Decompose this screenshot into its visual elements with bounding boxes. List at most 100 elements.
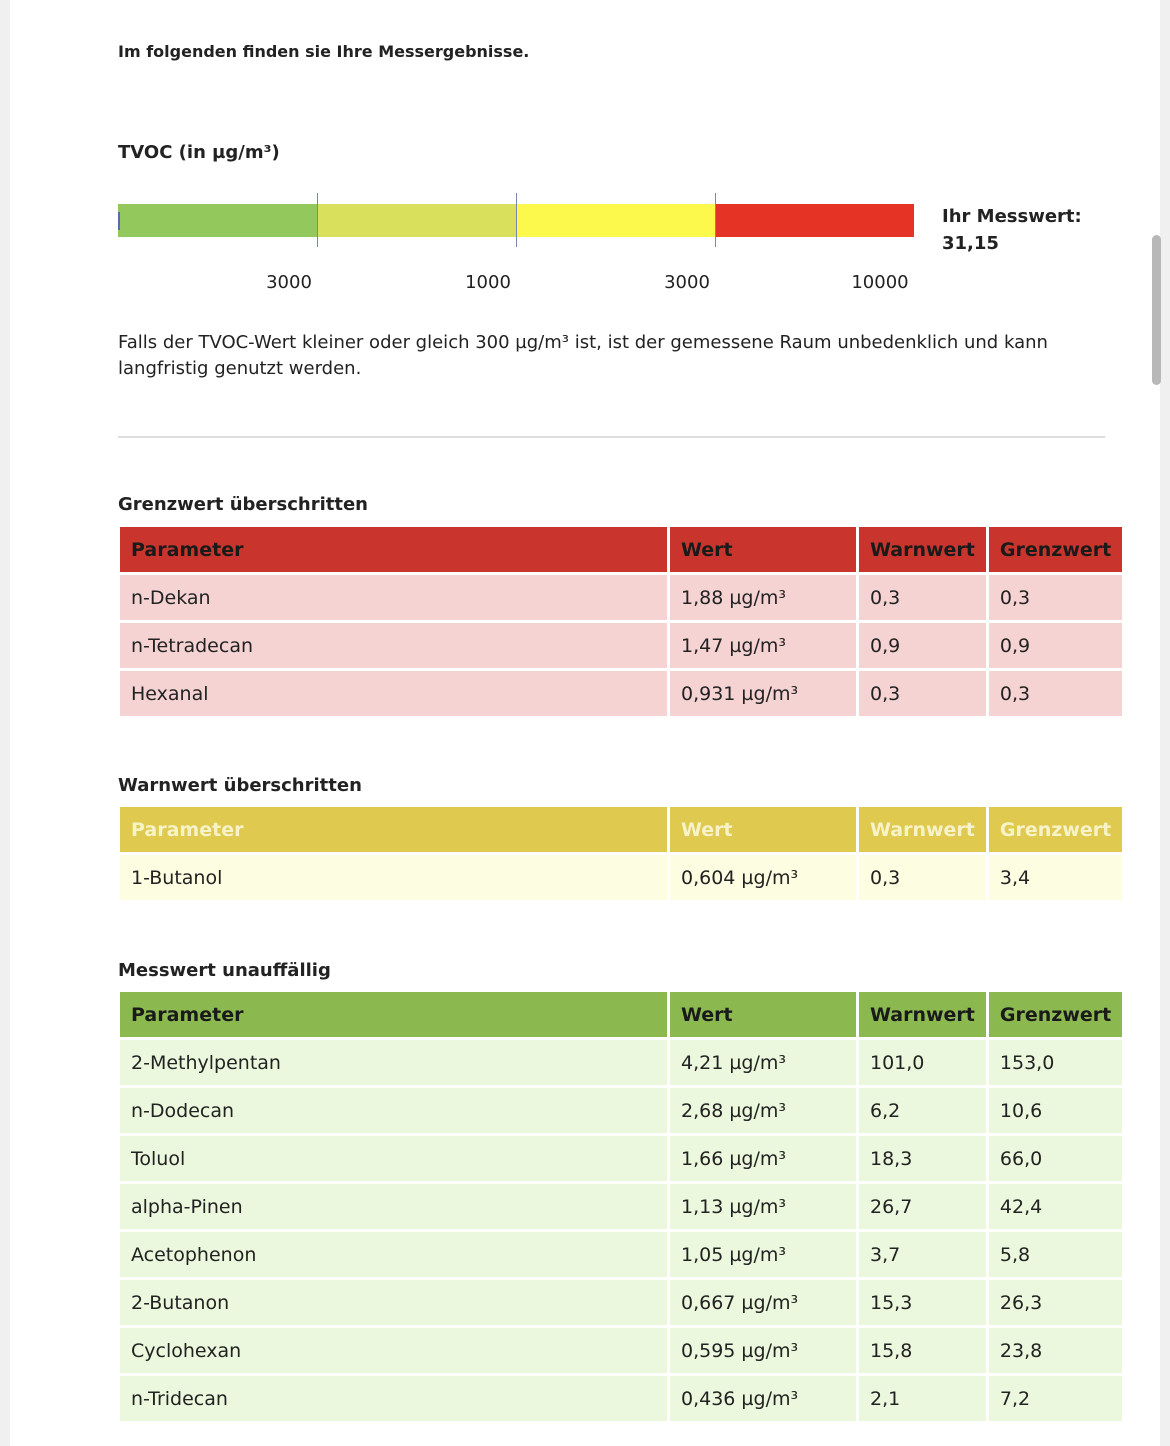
data-cell: 0,931 µg/m³ xyxy=(670,671,856,716)
data-row: Toluol 1,66 µg/m³ 18,3 66,0 xyxy=(120,1136,1123,1181)
header-cell: Parameter xyxy=(120,992,667,1037)
tvoc-title: TVOC (in µg/m³) xyxy=(118,142,280,163)
data-cell: Toluol xyxy=(120,1136,667,1181)
data-row: alpha-Pinen 1,13 µg/m³ 26,7 42,4 xyxy=(120,1184,1123,1229)
header-cell: Grenzwert xyxy=(988,992,1123,1037)
data-row: Acetophenon 1,05 µg/m³ 3,7 5,8 xyxy=(120,1232,1123,1277)
header-cell: Wert xyxy=(670,992,856,1037)
data-cell: n-Dekan xyxy=(120,575,667,620)
page-edge xyxy=(1160,0,1170,1446)
data-cell: Hexanal xyxy=(120,671,667,716)
data-cell: 0,667 µg/m³ xyxy=(670,1280,856,1325)
data-cell: 66,0 xyxy=(988,1136,1123,1181)
header-cell: Warnwert xyxy=(859,527,986,572)
scale-label: 10000 xyxy=(851,272,909,293)
scale-tick xyxy=(317,193,318,247)
data-cell: 42,4 xyxy=(988,1184,1123,1229)
header-cell: Parameter xyxy=(120,527,667,572)
data-cell: 1,13 µg/m³ xyxy=(670,1184,856,1229)
tvoc-note: Falls der TVOC-Wert kleiner oder gleich … xyxy=(118,332,1048,379)
data-row: Cyclohexan 0,595 µg/m³ 15,8 23,8 xyxy=(120,1328,1123,1373)
header-row: Parameter Wert Warnwert Grenzwert xyxy=(120,992,1123,1037)
data-cell: 4,21 µg/m³ xyxy=(670,1040,856,1085)
data-cell: 2,1 xyxy=(859,1376,986,1421)
scale-label: 3000 xyxy=(266,272,312,293)
data-cell: 2-Butanon xyxy=(120,1280,667,1325)
data-row: 1-Butanol 0,604 µg/m³ 0,3 3,4 xyxy=(120,855,1123,900)
data-cell: 2,68 µg/m³ xyxy=(670,1088,856,1133)
result-label: Ihr Messwert: xyxy=(942,206,1082,227)
data-cell: n-Tetradecan xyxy=(120,623,667,668)
data-cell: n-Dodecan xyxy=(120,1088,667,1133)
section-title: Warnwert überschritten xyxy=(118,775,362,796)
header-row: Parameter Wert Warnwert Grenzwert xyxy=(120,807,1123,852)
data-cell: 1-Butanol xyxy=(120,855,667,900)
scale-label: 1000 xyxy=(465,272,511,293)
data-cell: 153,0 xyxy=(988,1040,1123,1085)
data-cell: 15,3 xyxy=(859,1280,986,1325)
data-cell: 0,436 µg/m³ xyxy=(670,1376,856,1421)
data-cell: 1,47 µg/m³ xyxy=(670,623,856,668)
scale-tick xyxy=(516,193,517,247)
data-cell: 1,88 µg/m³ xyxy=(670,575,856,620)
header-cell: Grenzwert xyxy=(988,527,1123,572)
data-cell: 0,595 µg/m³ xyxy=(670,1328,856,1373)
data-cell: 0,3 xyxy=(988,575,1123,620)
result-value: 31,15 xyxy=(942,233,999,254)
data-row: n-Dekan 1,88 µg/m³ 0,3 0,3 xyxy=(120,575,1123,620)
data-row: 2-Butanon 0,667 µg/m³ 15,3 26,3 xyxy=(120,1280,1123,1325)
data-cell: 0,9 xyxy=(988,623,1123,668)
data-cell: 0,3 xyxy=(859,575,986,620)
data-cell: Acetophenon xyxy=(120,1232,667,1277)
scale-label: 3000 xyxy=(664,272,710,293)
data-cell: 3,4 xyxy=(988,855,1123,900)
scrollbar[interactable] xyxy=(1152,235,1161,385)
results-table: Parameter Wert Warnwert Grenzwert n-Dekan 1,8… xyxy=(117,524,1125,719)
scale-green xyxy=(118,204,317,237)
data-cell: 5,8 xyxy=(988,1232,1123,1277)
data-cell: Cyclohexan xyxy=(120,1328,667,1373)
data-cell: 7,2 xyxy=(988,1376,1123,1421)
header-cell: Wert xyxy=(670,807,856,852)
intro: Im folgenden finden sie Ihre Messergebni… xyxy=(118,42,530,61)
data-row: n-Tridecan 0,436 µg/m³ 2,1 7,2 xyxy=(120,1376,1123,1421)
data-row: n-Dodecan 2,68 µg/m³ 6,2 10,6 xyxy=(120,1088,1123,1133)
data-cell: 18,3 xyxy=(859,1136,986,1181)
divider xyxy=(118,436,1105,438)
data-row: 2-Methylpentan 4,21 µg/m³ 101,0 153,0 xyxy=(120,1040,1123,1085)
scale-red xyxy=(715,204,914,237)
scale-lime xyxy=(317,204,516,237)
data-cell: 3,7 xyxy=(859,1232,986,1277)
data-cell: 101,0 xyxy=(859,1040,986,1085)
data-cell: 23,8 xyxy=(988,1328,1123,1373)
data-cell: n-Tridecan xyxy=(120,1376,667,1421)
header-cell: Warnwert xyxy=(859,807,986,852)
section-title: Messwert unauffällig xyxy=(118,960,331,981)
data-cell: 2-Methylpentan xyxy=(120,1040,667,1085)
scale-yellow xyxy=(516,204,715,237)
data-cell: 26,7 xyxy=(859,1184,986,1229)
header-cell: Warnwert xyxy=(859,992,986,1037)
data-cell: 10,6 xyxy=(988,1088,1123,1133)
data-cell: 26,3 xyxy=(988,1280,1123,1325)
measured-marker xyxy=(118,212,120,230)
header-cell: Wert xyxy=(670,527,856,572)
data-cell: 1,05 µg/m³ xyxy=(670,1232,856,1277)
header-row: Parameter Wert Warnwert Grenzwert xyxy=(120,527,1123,572)
data-cell: 0,9 xyxy=(859,623,986,668)
results-table: Parameter Wert Warnwert Grenzwert 1-Butanol 0… xyxy=(117,804,1125,903)
header-cell: Parameter xyxy=(120,807,667,852)
data-cell: 0,3 xyxy=(859,855,986,900)
data-cell: 0,3 xyxy=(859,671,986,716)
data-cell: alpha-Pinen xyxy=(120,1184,667,1229)
data-cell: 0,3 xyxy=(988,671,1123,716)
data-cell: 6,2 xyxy=(859,1088,986,1133)
scale-tick xyxy=(715,193,716,247)
data-row: Hexanal 0,931 µg/m³ 0,3 0,3 xyxy=(120,671,1123,716)
results-table: Parameter Wert Warnwert Grenzwert 2-Methylpe… xyxy=(117,989,1125,1424)
header-cell: Grenzwert xyxy=(988,807,1123,852)
data-cell: 15,8 xyxy=(859,1328,986,1373)
data-cell: 1,66 µg/m³ xyxy=(670,1136,856,1181)
data-cell: 0,604 µg/m³ xyxy=(670,855,856,900)
